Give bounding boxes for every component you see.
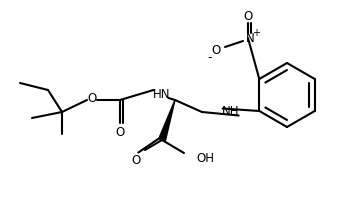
Text: O: O: [211, 44, 221, 56]
Text: O: O: [87, 91, 97, 105]
Text: OH: OH: [196, 151, 214, 165]
Text: +: +: [252, 28, 260, 38]
Text: NH: NH: [222, 105, 239, 118]
Text: HN: HN: [153, 88, 170, 101]
Text: O: O: [131, 153, 141, 167]
Text: N: N: [246, 31, 255, 45]
Text: O: O: [243, 10, 253, 23]
Polygon shape: [159, 100, 175, 141]
Text: -: -: [208, 51, 212, 65]
Text: O: O: [115, 126, 125, 138]
